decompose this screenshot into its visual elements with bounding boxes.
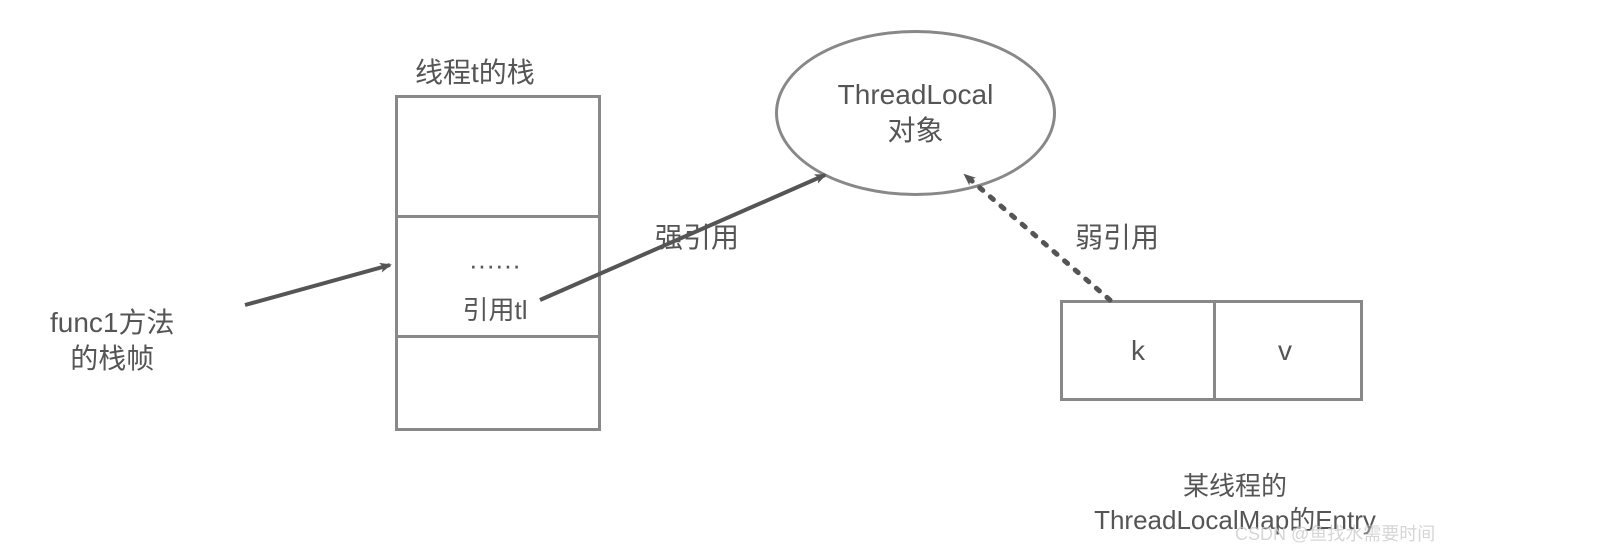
stack-ellipsis-text: ······: [395, 250, 595, 281]
func1-line2: 的栈帧: [70, 343, 154, 374]
weak-reference-label: 弱引用: [1075, 220, 1159, 256]
stack-title-label: 线程t的栈: [415, 55, 535, 91]
ellipse-line1: ThreadLocal: [838, 79, 994, 110]
entry-line1: 某线程的: [1183, 471, 1287, 501]
csdn-watermark: CSDN @鱼找水需要时间: [1235, 520, 1435, 546]
threadlocal-object-ellipse: ThreadLocal 对象: [775, 30, 1056, 196]
arrow-func1-to-stack: [245, 265, 390, 305]
strong-reference-label: 强引用: [655, 220, 739, 256]
stack-ref-tl-text: 引用tl: [395, 290, 595, 327]
entry-key-box: k: [1060, 300, 1216, 401]
func1-stackframe-label: func1方法 的栈帧: [50, 305, 175, 378]
func1-line1: func1方法: [50, 307, 175, 338]
ellipse-line2: 对象: [887, 115, 943, 146]
stack-divider-1: [395, 215, 601, 218]
stack-divider-2: [395, 335, 601, 338]
entry-value-box: v: [1210, 300, 1363, 401]
